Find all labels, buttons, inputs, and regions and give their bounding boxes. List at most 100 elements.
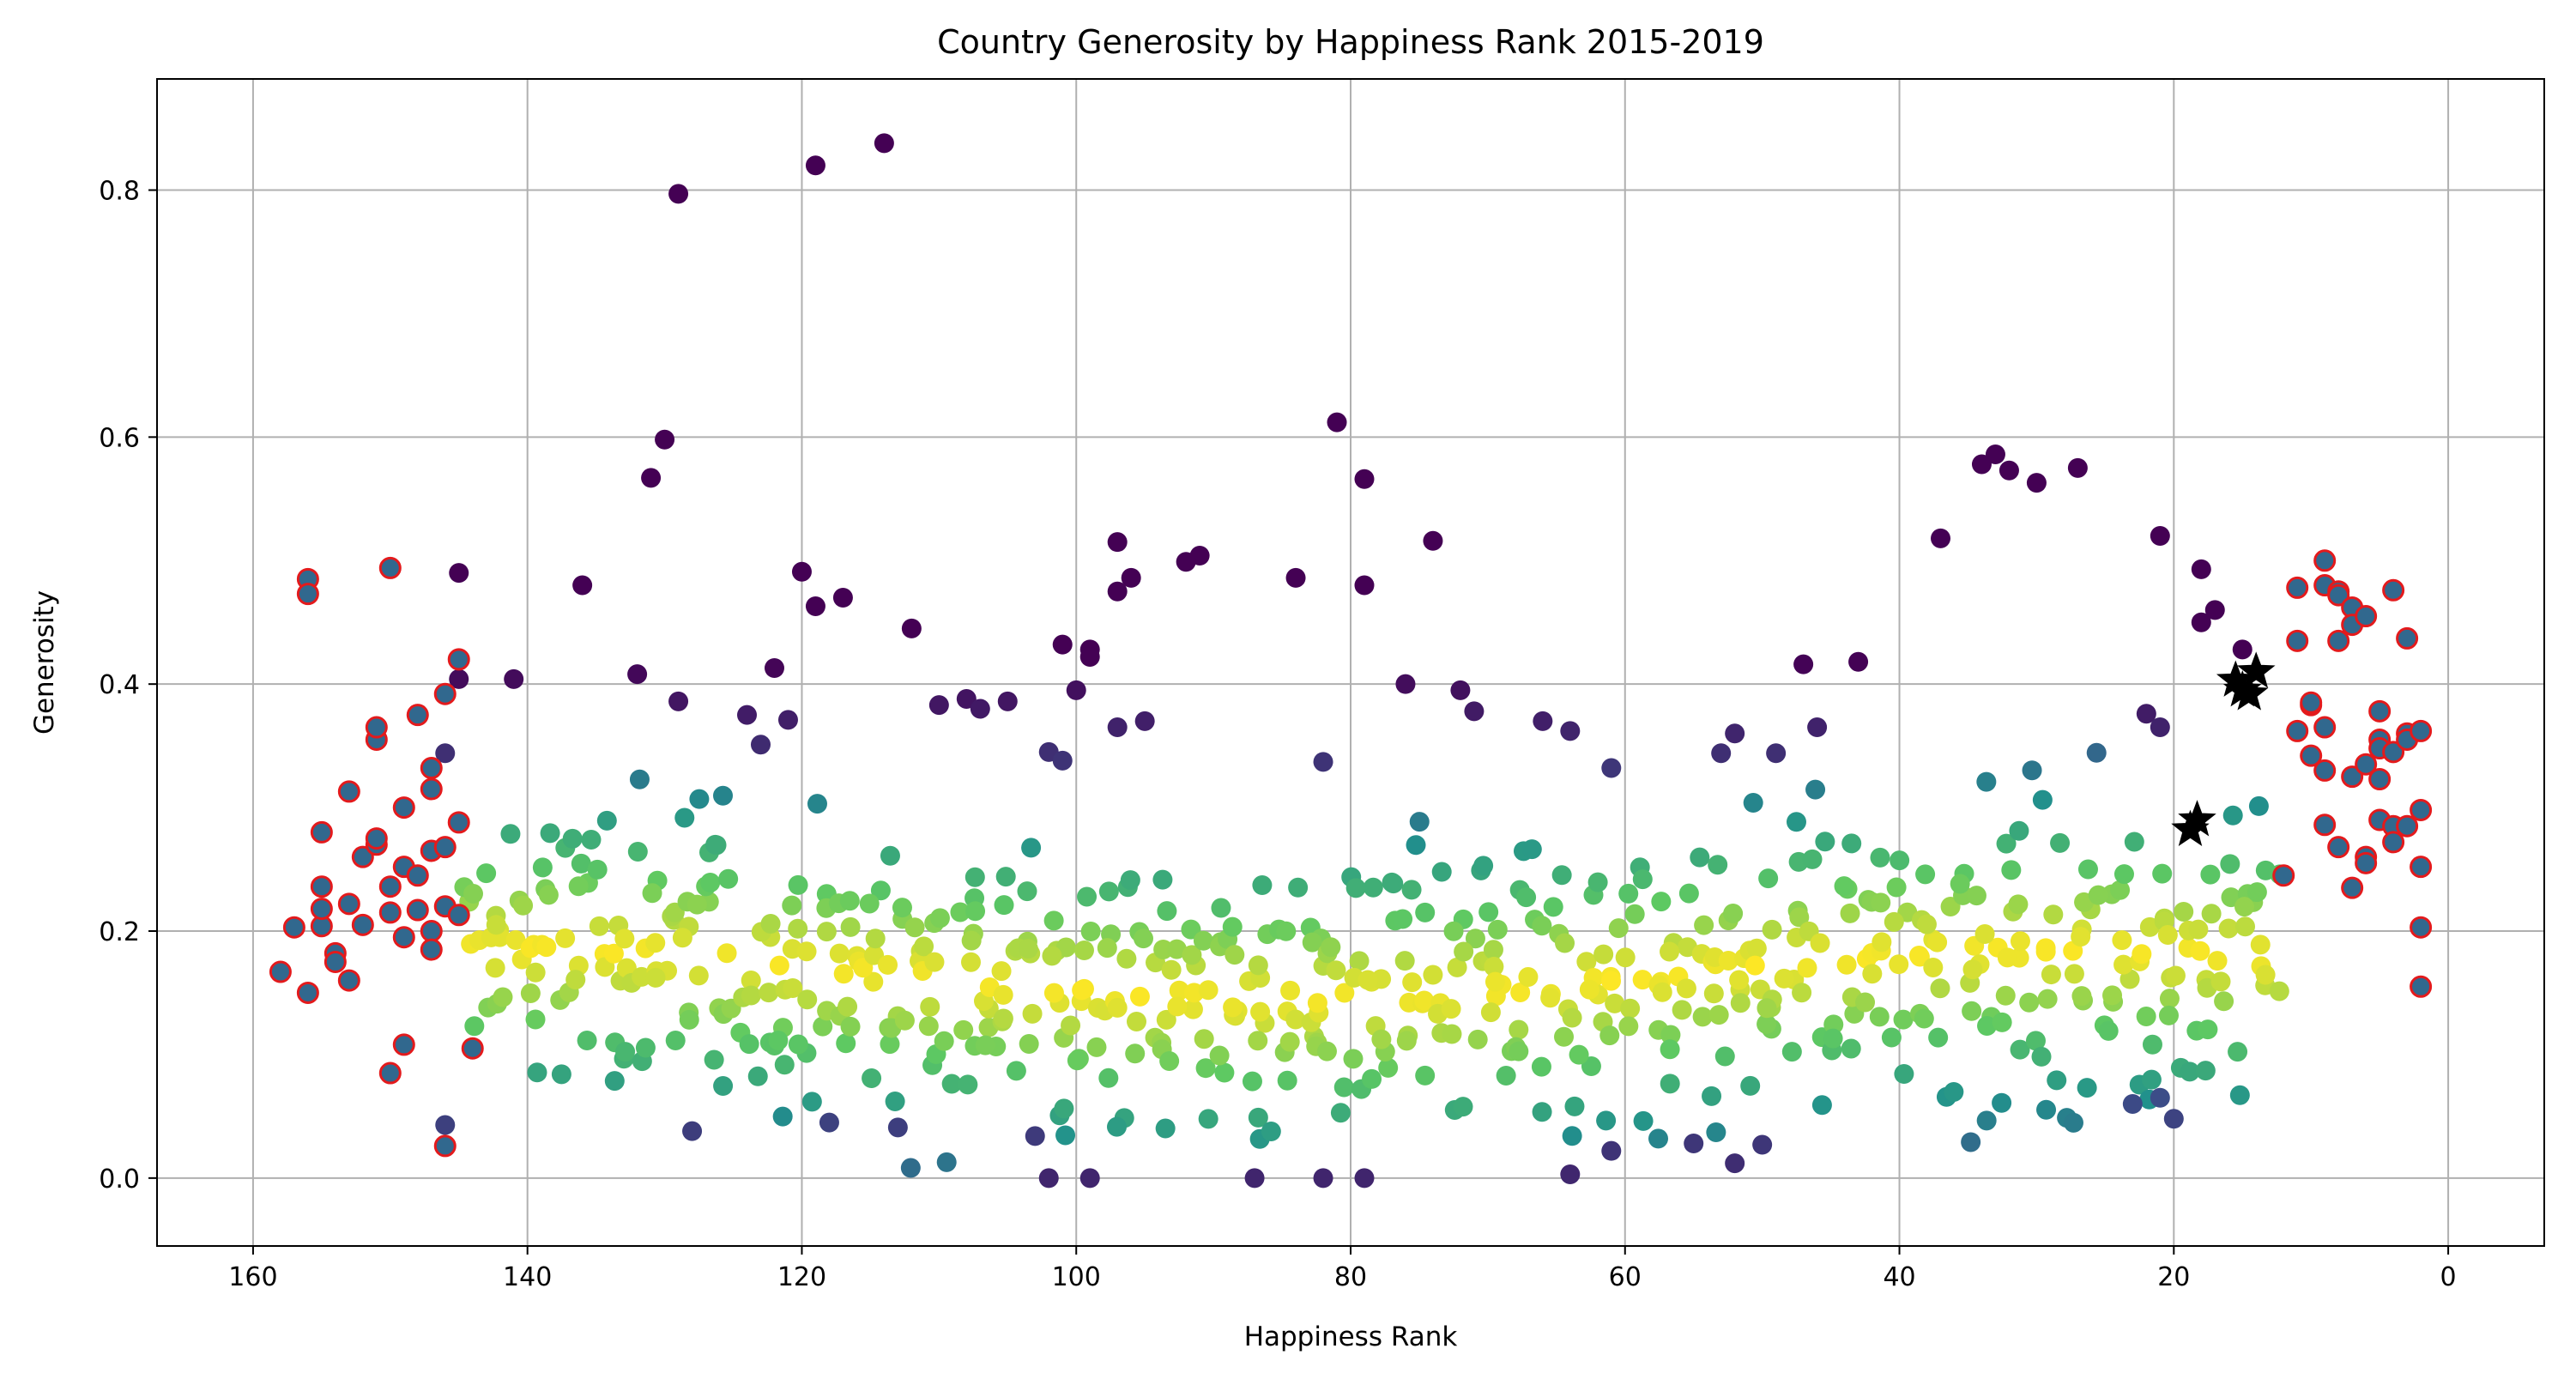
data-point xyxy=(2025,1031,2046,1051)
data-point xyxy=(1560,721,1581,741)
data-point xyxy=(934,1031,954,1051)
data-point xyxy=(1354,575,1375,596)
data-point xyxy=(2150,525,2170,546)
highlighted-point xyxy=(2300,744,2323,767)
data-point xyxy=(1823,1014,1844,1035)
data-point xyxy=(1402,972,1423,993)
data-point xyxy=(1841,833,1862,854)
data-point xyxy=(672,928,692,948)
data-point xyxy=(449,668,469,689)
data-point xyxy=(1601,971,1622,991)
data-point xyxy=(1836,954,1857,975)
data-point xyxy=(615,1042,636,1062)
data-point xyxy=(964,867,985,887)
highlighted-point xyxy=(420,757,443,780)
data-point xyxy=(953,1019,974,1040)
data-point xyxy=(1660,1039,1680,1060)
highlighted-point xyxy=(2327,836,2350,859)
data-point xyxy=(1018,939,1038,959)
data-point xyxy=(2132,944,2152,965)
data-point xyxy=(1711,743,1732,764)
highlighted-point xyxy=(392,796,415,820)
data-point xyxy=(1976,1110,1997,1131)
data-point xyxy=(2269,981,2289,1001)
data-point xyxy=(791,561,812,582)
data-point xyxy=(2250,934,2271,955)
data-point xyxy=(464,1016,485,1037)
highlighted-point xyxy=(337,892,360,916)
data-point xyxy=(668,691,689,711)
data-point xyxy=(1624,904,1645,924)
data-point xyxy=(1442,1024,1462,1044)
highlighted-point xyxy=(392,926,415,949)
data-point xyxy=(1330,1103,1351,1123)
data-point xyxy=(1531,1056,1551,1077)
x-axis-ticks: 160 140 120 100 80 60 40 20 0 xyxy=(228,1246,2457,1292)
highlighted-point xyxy=(378,1061,402,1085)
data-point xyxy=(1599,1025,1620,1046)
data-point xyxy=(2112,930,2132,951)
data-point xyxy=(965,901,986,922)
data-point xyxy=(1244,1168,1265,1188)
data-point xyxy=(1473,856,1494,876)
data-point xyxy=(1250,1001,1271,1022)
data-point xyxy=(705,834,726,855)
data-point xyxy=(1182,999,1203,1019)
data-point xyxy=(1703,983,1724,1004)
data-point xyxy=(864,945,885,965)
x-tick-label: 100 xyxy=(1052,1262,1101,1292)
data-point xyxy=(1997,947,2017,968)
data-point xyxy=(689,789,710,809)
data-point xyxy=(1532,916,1552,936)
data-point xyxy=(1881,1027,1902,1048)
data-point xyxy=(2088,885,2108,905)
data-point xyxy=(1166,939,1187,959)
data-point xyxy=(435,1115,456,1135)
data-point xyxy=(2235,916,2256,937)
data-point xyxy=(894,1010,915,1031)
data-point xyxy=(878,954,898,975)
data-point xyxy=(1743,792,1763,813)
data-point xyxy=(2152,863,2173,884)
data-point xyxy=(2102,985,2123,1006)
data-point xyxy=(1345,878,1366,898)
data-point xyxy=(713,785,734,806)
data-point xyxy=(1248,1107,1268,1128)
highlighted-points xyxy=(269,549,2433,1158)
data-point xyxy=(1908,946,1929,966)
data-point xyxy=(1248,955,1268,976)
data-point xyxy=(1985,445,2005,465)
highlighted-point xyxy=(433,1134,457,1158)
data-point xyxy=(1307,993,1327,1013)
data-point xyxy=(1702,1086,1722,1106)
data-point xyxy=(1740,1075,1761,1096)
data-point xyxy=(2010,1039,2030,1060)
data-point xyxy=(1156,1009,1176,1030)
data-point xyxy=(1855,992,1876,1013)
data-point xyxy=(1579,979,1599,1000)
data-point xyxy=(772,1106,793,1127)
data-point xyxy=(1157,901,1177,922)
data-point xyxy=(1067,1050,1087,1071)
data-point xyxy=(929,908,950,928)
data-point xyxy=(1106,1116,1127,1137)
data-point xyxy=(887,1117,908,1138)
data-point xyxy=(596,810,617,831)
data-point xyxy=(2157,924,2178,945)
highlighted-point xyxy=(351,913,374,936)
data-point xyxy=(568,876,589,897)
highlighted-point xyxy=(2410,916,2433,939)
data-point xyxy=(838,996,858,1017)
highlighted-point xyxy=(2368,699,2392,723)
data-point xyxy=(829,943,850,964)
data-point xyxy=(2218,918,2239,939)
data-point xyxy=(1510,982,1531,1002)
data-point xyxy=(1288,877,1309,898)
data-point xyxy=(1072,980,1092,1001)
data-point xyxy=(777,710,798,730)
data-point xyxy=(1718,951,1738,971)
data-point xyxy=(960,952,981,972)
data-point xyxy=(1694,915,1714,935)
data-point xyxy=(2198,1019,2218,1040)
highlighted-point xyxy=(2327,629,2350,652)
